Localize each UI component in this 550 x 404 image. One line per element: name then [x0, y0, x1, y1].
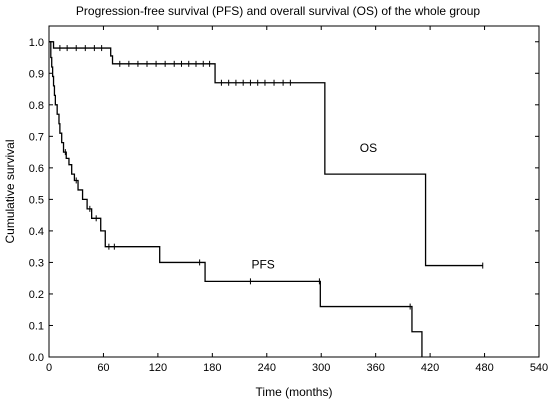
y-tick-label: 0.2	[29, 289, 44, 301]
y-tick-label: 1.0	[29, 37, 44, 49]
survival-curves: OS PFS	[49, 41, 484, 357]
x-tick-label: 360	[366, 362, 384, 374]
pfs-curve	[49, 41, 423, 357]
plot-area-frame	[48, 25, 540, 358]
y-axis: 0.0 0.1 0.2 0.3 0.4 0.5 0.6 0.7 0.8 0.9 1.0	[29, 37, 539, 364]
y-tick-label: 0.0	[29, 352, 44, 364]
os-curve	[49, 41, 483, 267]
x-tick-label: 60	[97, 362, 109, 374]
x-tick-label: 0	[46, 362, 52, 374]
x-tick-label: 420	[421, 362, 439, 374]
y-tick-label: 0.1	[29, 320, 44, 332]
os-series: OS	[49, 41, 484, 269]
os-series-label: OS	[360, 141, 377, 155]
x-tick-label: 480	[475, 362, 493, 374]
x-tick-label: 180	[203, 362, 221, 374]
y-tick-label: 0.3	[29, 257, 44, 269]
x-axis-label: Time (months)	[256, 385, 333, 399]
y-tick-label: 0.6	[29, 163, 44, 175]
y-tick-label: 0.5	[29, 194, 44, 206]
x-tick-label: 300	[312, 362, 330, 374]
pfs-series-label: PFS	[251, 258, 274, 272]
pfs-series: PFS	[49, 41, 423, 357]
chart-title: Progression-free survival (PFS) and over…	[76, 4, 480, 18]
y-tick-label: 0.4	[29, 226, 44, 238]
x-tick-label: 240	[258, 362, 276, 374]
y-axis-label: Cumulative survival	[3, 139, 17, 243]
y-tick-label: 0.9	[29, 68, 44, 80]
y-tick-label: 0.8	[29, 100, 44, 112]
x-axis: 0 60 120 180 240 300 360 420 480 540	[46, 26, 548, 374]
x-tick-label: 540	[530, 362, 548, 374]
x-tick-label: 120	[149, 362, 167, 374]
y-tick-label: 0.7	[29, 131, 44, 143]
